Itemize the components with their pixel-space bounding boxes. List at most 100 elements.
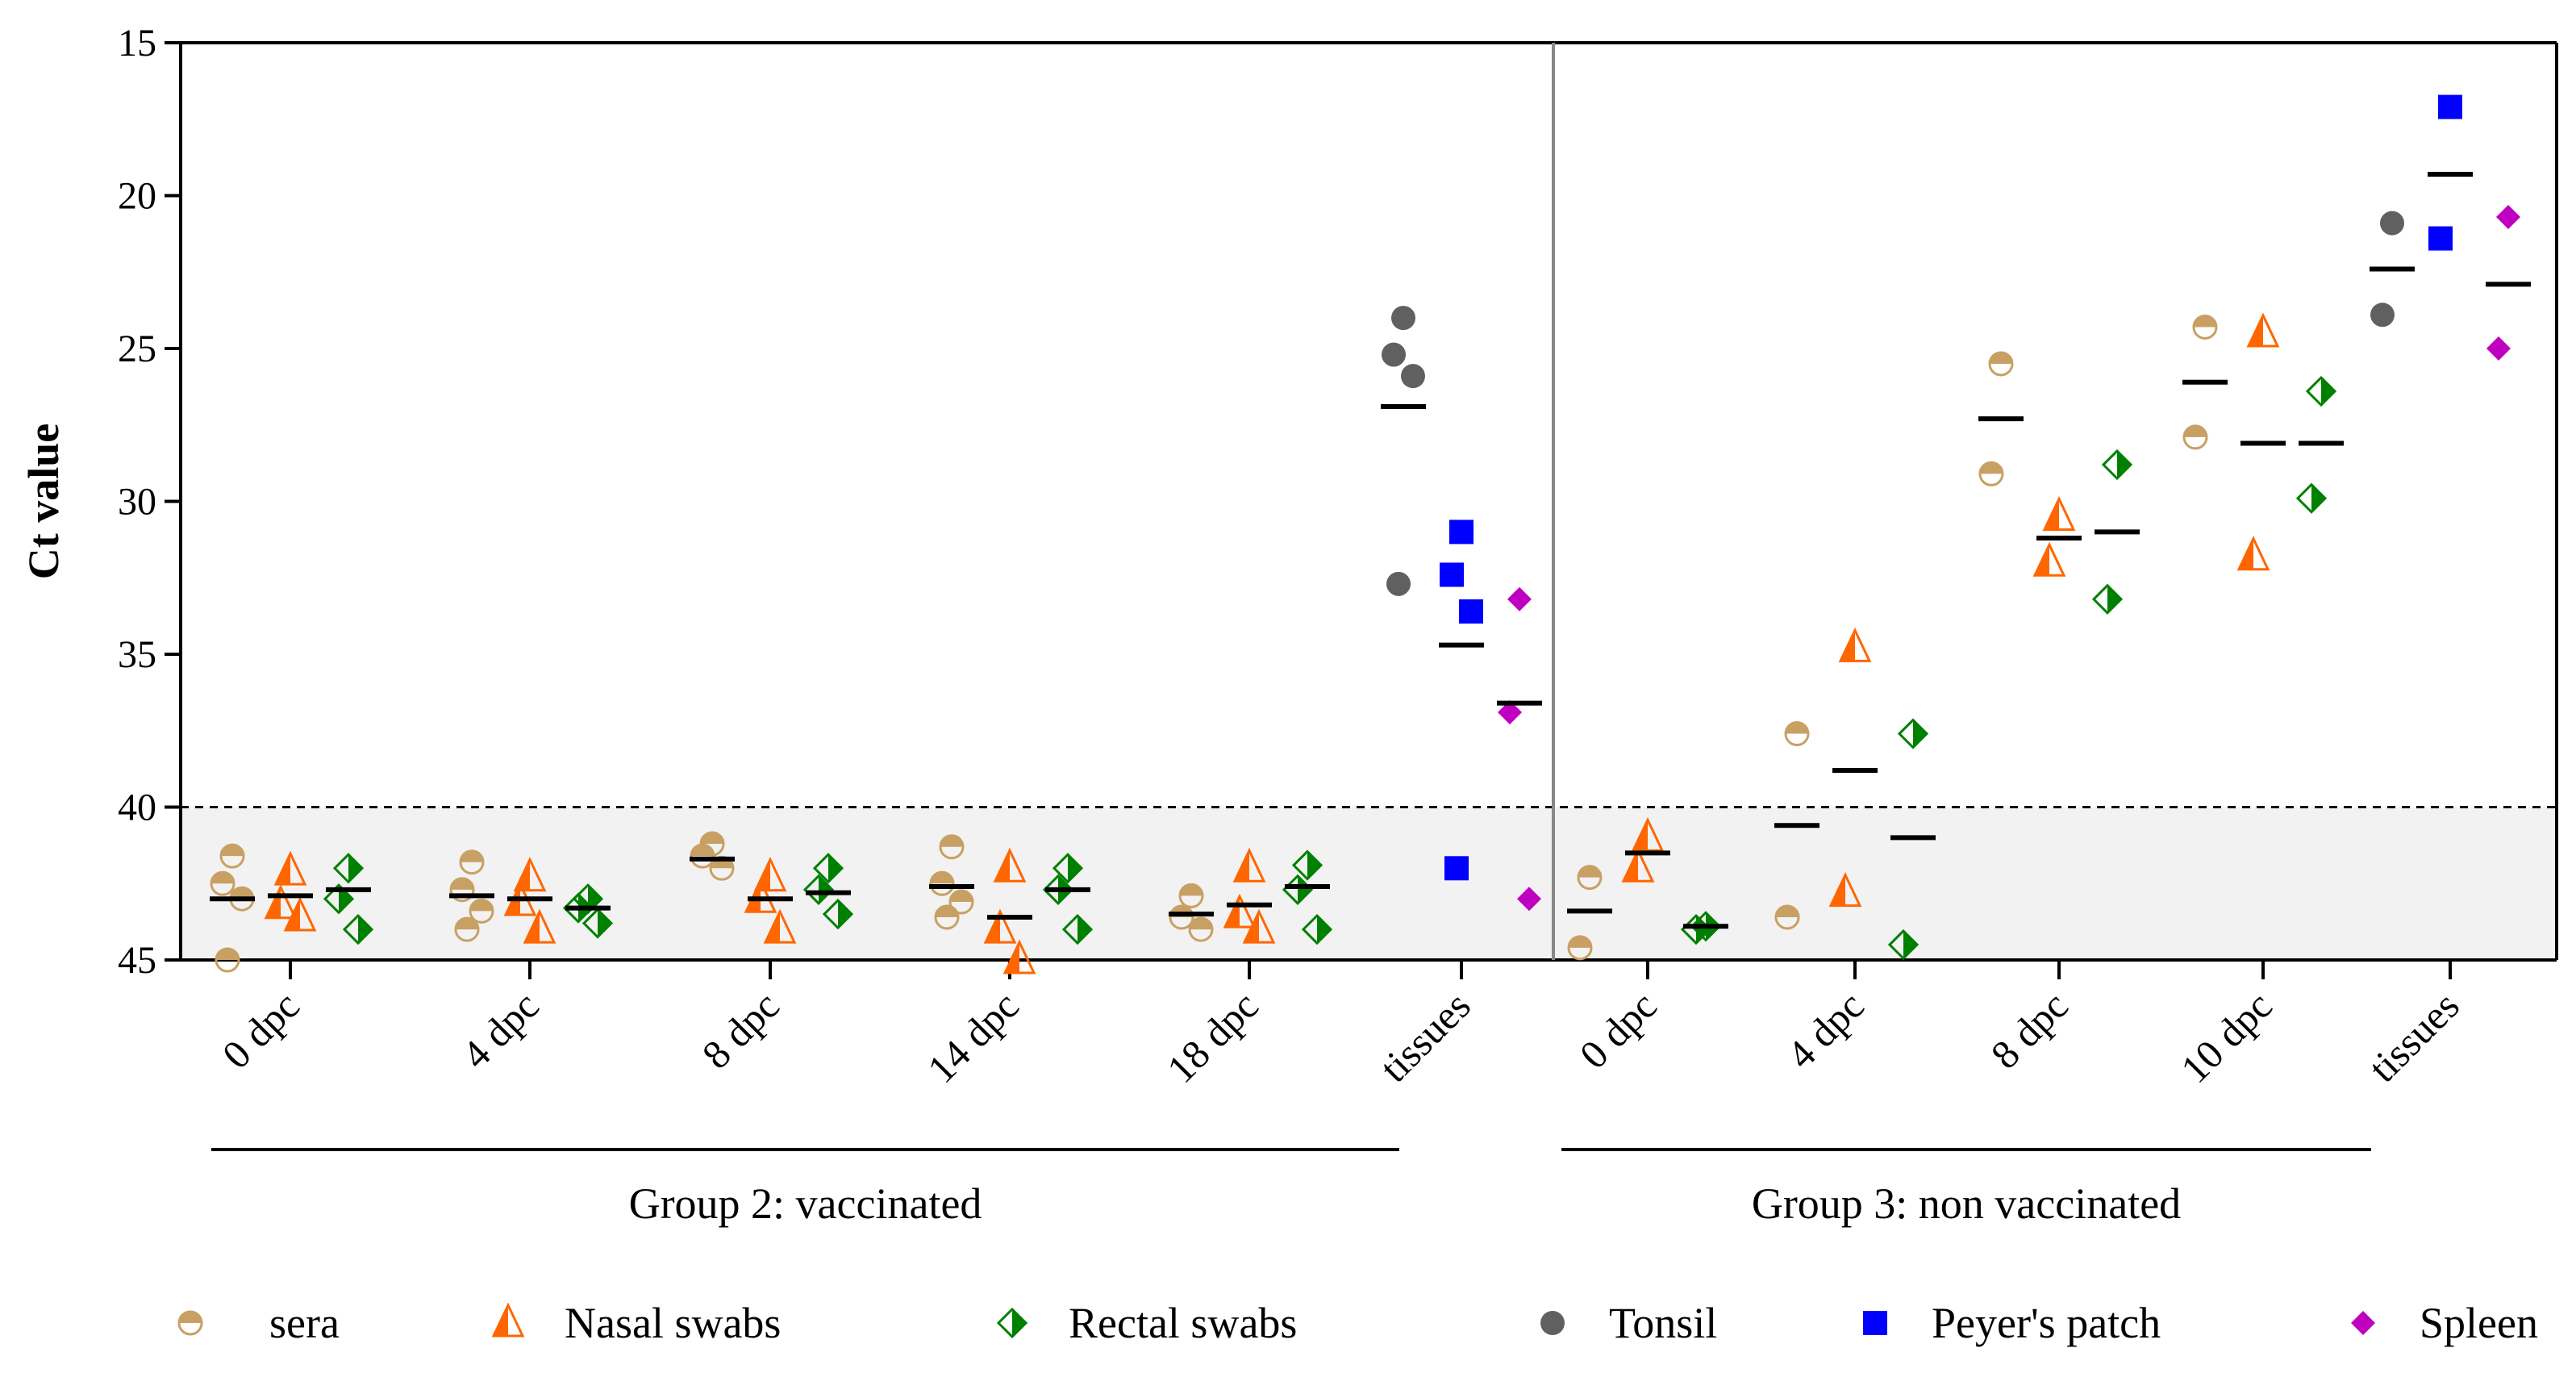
rectal-point — [2101, 449, 2133, 481]
legend-label: Spleen — [2420, 1299, 2538, 1347]
sera-point — [215, 947, 240, 973]
legend-label: Tonsil — [1609, 1299, 1717, 1347]
spleen-point — [1517, 887, 1541, 912]
nasal-point — [1232, 847, 1266, 883]
x-tick-label: 14 dpc — [919, 983, 1027, 1091]
group-label: Group 3: non vaccinated — [1752, 1179, 2181, 1228]
nasal-point — [513, 857, 547, 892]
legend-label: sera — [269, 1299, 340, 1347]
sera-point — [1988, 351, 2014, 377]
legend-item-rectal: Rectal swabs — [996, 1299, 1297, 1347]
x-tick-label: 4 dpc — [1778, 983, 1873, 1077]
tonsil-point — [1386, 571, 1411, 596]
sera-point — [690, 843, 715, 869]
spleen-point — [2486, 336, 2511, 361]
x-tick-label: 8 dpc — [1982, 983, 2077, 1077]
spleen-point — [2496, 205, 2520, 230]
legend-item-nasal: Nasal swabs — [491, 1299, 781, 1347]
legend-item-sera: sera — [177, 1299, 340, 1347]
tonsil-point — [1401, 364, 1425, 389]
sera-point — [2182, 424, 2208, 450]
nasal-point — [1838, 627, 1872, 662]
legend-label: Rectal swabs — [1069, 1299, 1297, 1347]
rectal-point — [1301, 913, 1333, 945]
y-tick-label: 35 — [118, 633, 156, 676]
rectal-point — [2091, 583, 2124, 615]
rectal-point — [1061, 913, 1094, 945]
y-tick-label: 45 — [118, 939, 156, 982]
sera-point — [210, 870, 236, 896]
x-tick-label: 0 dpc — [214, 983, 308, 1077]
tonsil-point — [2370, 303, 2395, 328]
peyers-point — [1444, 856, 1469, 881]
sera-point — [948, 889, 974, 915]
nasal-point — [273, 850, 307, 886]
sera-point — [449, 877, 475, 903]
rectal-point — [996, 1307, 1028, 1339]
nasal-point — [491, 1302, 525, 1338]
nasal-point — [2246, 312, 2280, 348]
rectal-point — [1897, 718, 1929, 749]
sera-point — [2192, 314, 2218, 340]
rectal-point — [1887, 929, 1919, 961]
nasal-point — [2032, 541, 2066, 577]
sera-point — [459, 849, 485, 875]
nasal-point — [763, 908, 797, 944]
tonsil-point — [1382, 342, 1406, 367]
y-tick-label: 15 — [118, 22, 156, 65]
y-tick-label: 20 — [118, 175, 156, 218]
rectal-point — [1291, 849, 1323, 881]
x-tick-label: tissues — [2360, 983, 2468, 1091]
sera-point — [1188, 916, 1214, 942]
nasal-point — [1621, 847, 1655, 883]
y-tick-label: 30 — [118, 481, 156, 524]
sera-point — [939, 834, 965, 860]
rectal-point — [1052, 853, 1084, 884]
sera-point — [1567, 935, 1593, 961]
peyers-point — [1863, 1311, 1887, 1335]
x-tick-label: 10 dpc — [2172, 983, 2281, 1091]
peyers-point — [1459, 599, 1483, 624]
rectal-point — [342, 913, 374, 945]
sera-point — [1577, 865, 1603, 891]
nasal-point — [2042, 495, 2076, 531]
peyers-point — [2438, 94, 2462, 119]
sera-point — [454, 916, 480, 942]
sera-point — [934, 904, 960, 930]
y-tick-label: 40 — [118, 787, 156, 829]
x-tick-label: 4 dpc — [453, 983, 548, 1077]
tonsil-point — [2380, 211, 2404, 236]
sera-point — [929, 870, 955, 896]
nasal-point — [1828, 872, 1862, 908]
legend-item-peyers: Peyer's patch — [1863, 1299, 2161, 1347]
rectal-point — [822, 899, 854, 930]
sera-point — [1978, 461, 2004, 486]
sera-point — [219, 843, 245, 869]
tonsil-point — [1391, 306, 1415, 331]
sera-point — [1774, 904, 1800, 930]
peyers-point — [1449, 520, 1473, 545]
group-label: Group 2: vaccinated — [629, 1179, 982, 1228]
legend-item-tonsil: Tonsil — [1540, 1299, 1717, 1347]
rectal-point — [802, 874, 835, 905]
spleen-point — [2351, 1311, 2375, 1335]
nasal-point — [2236, 536, 2270, 571]
nasal-point — [1242, 908, 1276, 944]
legend-label: Peyer's patch — [1932, 1299, 2161, 1347]
sera-point — [469, 898, 494, 924]
peyers-point — [1440, 562, 1464, 587]
legend-item-spleen: Spleen — [2351, 1299, 2538, 1347]
nasal-point — [993, 847, 1027, 883]
below-threshold-region — [181, 807, 2557, 960]
legend-label: Nasal swabs — [565, 1299, 781, 1347]
rectal-point — [2295, 482, 2328, 514]
tonsil-point — [1540, 1311, 1565, 1335]
rectal-point — [812, 853, 844, 884]
peyers-point — [2428, 226, 2453, 251]
y-axis-label: Ct value — [19, 424, 68, 579]
sera-point — [177, 1310, 203, 1336]
nasal-point — [523, 908, 556, 944]
sera-point — [1784, 721, 1810, 747]
spleen-point — [1498, 700, 1522, 725]
